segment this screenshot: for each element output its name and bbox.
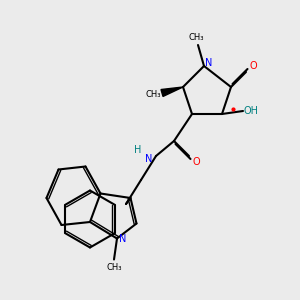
Polygon shape <box>161 87 183 97</box>
Text: O: O <box>193 157 200 167</box>
Text: OH: OH <box>243 106 258 116</box>
Text: N: N <box>205 58 212 68</box>
Text: CH₃: CH₃ <box>106 262 122 272</box>
Text: CH₃: CH₃ <box>145 90 161 99</box>
Text: H: H <box>134 145 142 155</box>
Text: O: O <box>250 61 257 71</box>
Text: N: N <box>145 154 152 164</box>
Text: CH₃: CH₃ <box>189 33 204 42</box>
Text: N: N <box>119 233 127 244</box>
